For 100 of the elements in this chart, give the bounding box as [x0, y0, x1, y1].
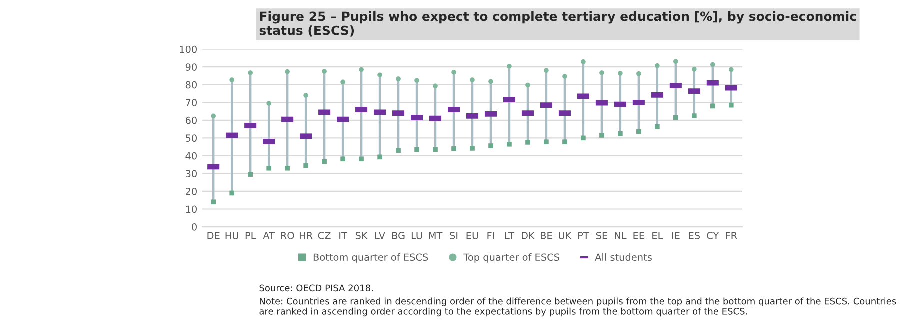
point [211, 114, 216, 119]
point [452, 146, 456, 152]
point [470, 78, 475, 82]
point [396, 76, 401, 82]
x-tick-label: EL [652, 232, 664, 240]
x-tick-label: SK [356, 232, 368, 240]
point [359, 67, 364, 72]
y-tick-label: 90 [186, 64, 197, 71]
point [248, 70, 253, 76]
point [636, 71, 642, 76]
x-tick-label: FI [488, 232, 494, 240]
y-tick-label: 40 [186, 152, 197, 160]
point [562, 74, 568, 79]
point [285, 70, 290, 74]
point [230, 78, 234, 82]
y-tick-label: 20 [186, 188, 197, 196]
x-tick-label: EE [634, 232, 644, 240]
x-tick-label: LV [375, 232, 386, 240]
point [378, 72, 382, 78]
point [729, 67, 734, 72]
point [618, 132, 623, 136]
point [562, 140, 568, 144]
point [655, 63, 660, 68]
point [544, 68, 549, 74]
point [674, 59, 678, 64]
y-tick-label: 60 [186, 116, 197, 124]
x-tick-label: HU [226, 232, 238, 240]
x-tick-label: DE [208, 232, 220, 240]
point [470, 146, 475, 151]
point [452, 70, 456, 75]
x-tick-label: BE [541, 232, 552, 240]
x-tick-label: BG [392, 232, 405, 240]
y-tick-label: 70 [186, 99, 197, 106]
x-tick-label: CY [707, 232, 720, 240]
x-tick-label: DK [522, 232, 536, 240]
point [526, 140, 530, 145]
point [322, 159, 327, 164]
point [488, 79, 494, 84]
point [581, 136, 586, 141]
point [433, 84, 438, 89]
point [729, 102, 734, 108]
y-tick-label: 100 [180, 46, 197, 54]
point [322, 69, 327, 74]
point [414, 147, 420, 152]
point [230, 190, 234, 196]
legend-label: Bottom quarter of ESCS [314, 254, 428, 263]
x-tick-label: AT [263, 232, 276, 240]
x-tick-label: MT [429, 232, 443, 240]
x-tick-label: SI [450, 232, 458, 240]
point [655, 124, 660, 130]
point [636, 129, 642, 134]
x-tick-label: ES [689, 232, 700, 240]
legend-label: All students [595, 254, 652, 262]
point [211, 200, 216, 205]
y-tick-label: 30 [186, 170, 197, 178]
x-tick-label: EU [466, 232, 478, 240]
point [581, 60, 586, 64]
x-tick-label: FR [726, 232, 738, 240]
point [488, 144, 494, 148]
point [710, 62, 716, 68]
point [378, 154, 382, 160]
point [266, 166, 272, 171]
y-tick-label: 80 [186, 81, 197, 89]
point [359, 156, 364, 162]
point [674, 115, 678, 120]
point [414, 78, 420, 84]
x-tick-label: SE [596, 232, 608, 240]
x-tick-label: LT [505, 232, 515, 240]
x-tick-label: UK [559, 232, 572, 240]
chart-title: Figure 25 – Pupils who expect to complete tertiary education [%], by socio-economic status (ESCS) [260, 12, 856, 37]
point [600, 70, 604, 76]
point [433, 147, 438, 152]
point [340, 156, 346, 162]
y-tick-label: 10 [186, 206, 197, 214]
point [304, 163, 308, 168]
point [340, 80, 346, 85]
point [618, 71, 623, 76]
x-tick-label: RO [281, 232, 294, 240]
x-tick-label: PL [246, 232, 256, 240]
point [507, 64, 512, 69]
point [710, 104, 716, 109]
x-tick-label: HR [300, 232, 313, 240]
point [266, 101, 272, 106]
x-tick-label: CZ [318, 232, 331, 240]
point [544, 140, 549, 144]
point [248, 172, 253, 178]
point [600, 133, 604, 138]
y-tick-label: 50 [186, 134, 197, 142]
point [692, 67, 697, 72]
point [285, 166, 290, 171]
x-tick-label: NL [615, 232, 627, 240]
y-tick-label: 0 [192, 223, 197, 231]
x-tick-label: LU [412, 232, 422, 240]
source-note: Source: OECD PISA 2018. [260, 284, 373, 292]
x-tick-label: IT [340, 232, 348, 240]
point [304, 93, 308, 98]
text: Note: Countries are ranked in descending order of the difference between pupils from the top and the bottom quarter of the ESCS. Countries are ranked in ascending order according to the expectations by pupils from the bottom quarter of the ESCS. [260, 298, 896, 317]
point [396, 148, 401, 154]
legend-label: Top quarter of ESCS [464, 254, 560, 263]
x-tick-label: IE [672, 232, 680, 240]
